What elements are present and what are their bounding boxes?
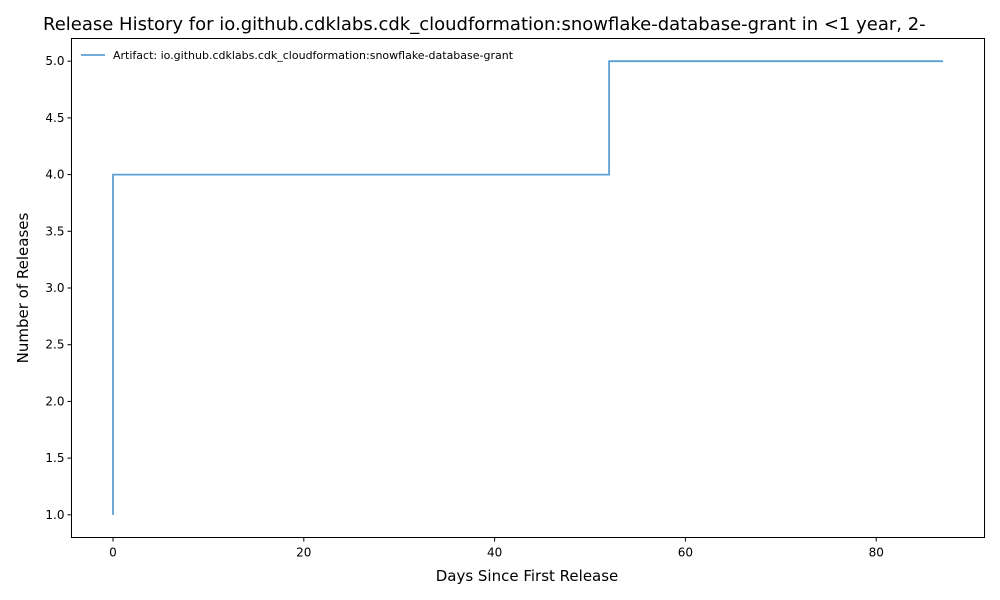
y-axis-label: Number of Releases bbox=[14, 212, 32, 363]
y-axis: 1.0 1.5 2.0 2.5 3.0 3.5 4.0 4.5 5.0 bbox=[45, 54, 72, 522]
x-tick-label: 40 bbox=[487, 546, 502, 560]
legend-entry: Artifact: io.github.cdklabs.cdk_cloudfor… bbox=[113, 49, 514, 62]
legend: Artifact: io.github.cdklabs.cdk_cloudfor… bbox=[81, 49, 514, 62]
x-tick-label: 20 bbox=[296, 546, 311, 560]
y-tick-label: 4.5 bbox=[45, 111, 64, 125]
y-tick-label: 3.5 bbox=[45, 224, 64, 238]
x-axis-label: Days Since First Release bbox=[436, 567, 619, 585]
series-layer bbox=[112, 60, 943, 515]
y-tick-label: 1.5 bbox=[45, 451, 64, 465]
y-tick-label: 3.0 bbox=[45, 281, 64, 295]
plot-area-frame bbox=[71, 38, 985, 538]
x-axis: 0 20 40 60 80 bbox=[109, 537, 884, 560]
y-tick-label: 1.0 bbox=[45, 508, 64, 522]
x-tick-label: 60 bbox=[678, 546, 693, 560]
y-tick-label: 2.0 bbox=[45, 394, 64, 408]
y-tick-label: 4.0 bbox=[45, 168, 64, 182]
x-tick-label: 0 bbox=[109, 546, 117, 560]
y-tick-label: 5.0 bbox=[45, 54, 64, 68]
y-tick-label: 2.5 bbox=[45, 338, 64, 352]
series-line bbox=[112, 60, 943, 515]
x-tick-label: 80 bbox=[869, 546, 884, 560]
chart-title: Release History for io.github.cdklabs.cd… bbox=[43, 14, 926, 35]
